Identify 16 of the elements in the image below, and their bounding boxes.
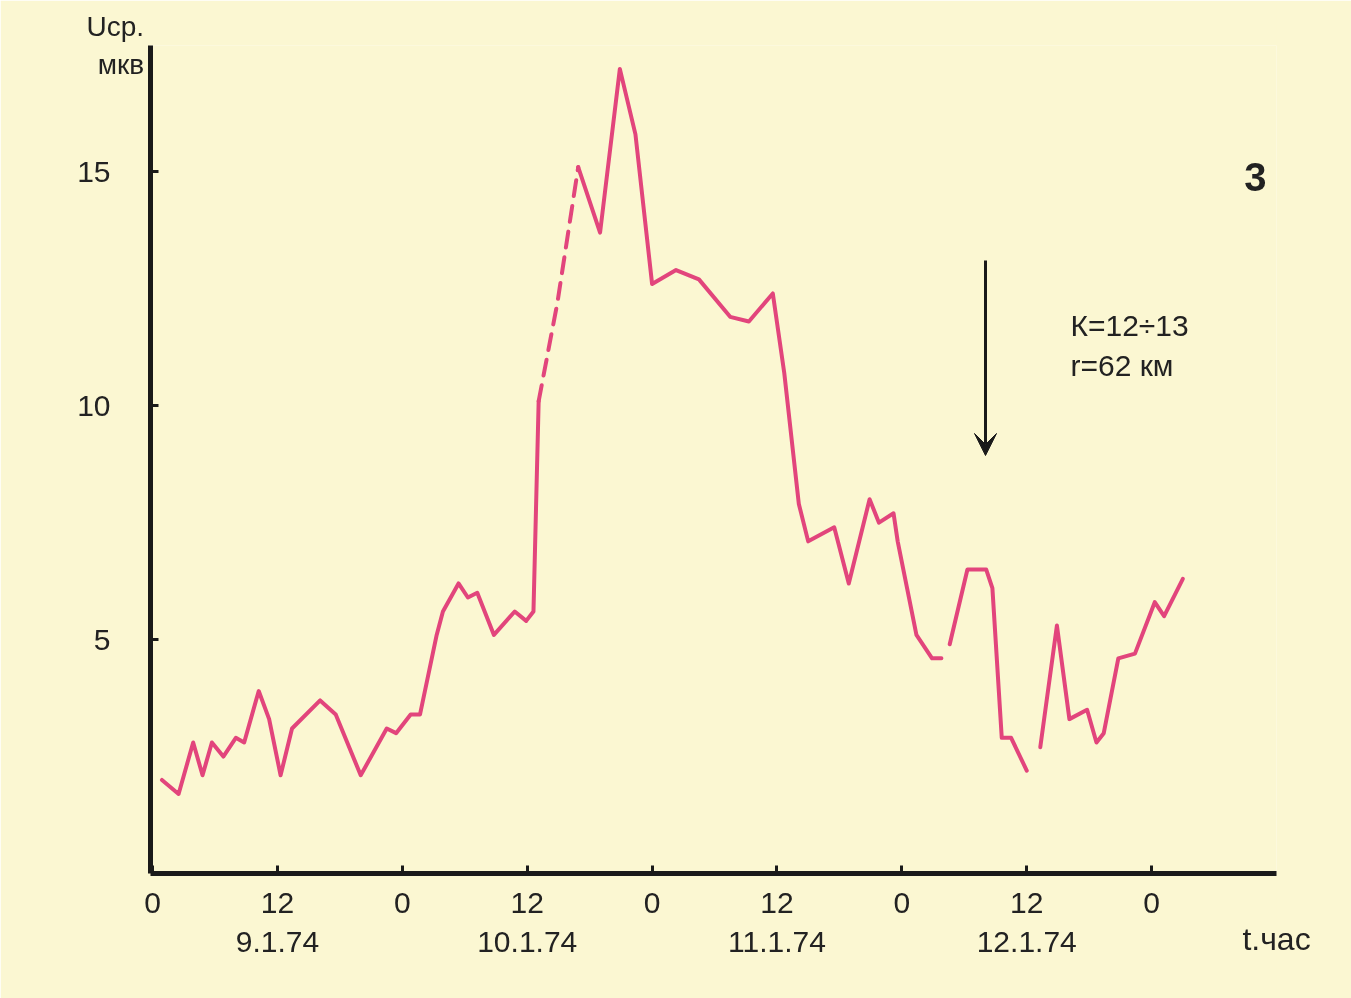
y-tick-label: 5	[93, 622, 111, 656]
x-tick-label: 0	[394, 885, 411, 919]
y-axis-title: Uср. мкв	[86, 11, 145, 80]
x-tick-label: 12 12.1.74	[976, 885, 1077, 959]
y-tick-label: 10	[77, 388, 111, 422]
x-tick-label: 12 10.1.74	[477, 885, 578, 959]
x-axis-title: t.час	[1242, 921, 1311, 958]
annotation: 3	[1244, 154, 1267, 199]
annotation: К=12÷13 r=62 км	[1070, 309, 1189, 382]
x-tick-label: 0	[1143, 885, 1160, 919]
y-tick-label: 15	[77, 154, 111, 188]
x-tick-label: 12 11.1.74	[728, 885, 826, 959]
x-tick-label: 12 9.1.74	[235, 885, 320, 959]
x-tick-label: 0	[893, 885, 911, 919]
x-tick-label: 0	[643, 885, 661, 919]
x-tick-label: 0	[144, 885, 161, 919]
